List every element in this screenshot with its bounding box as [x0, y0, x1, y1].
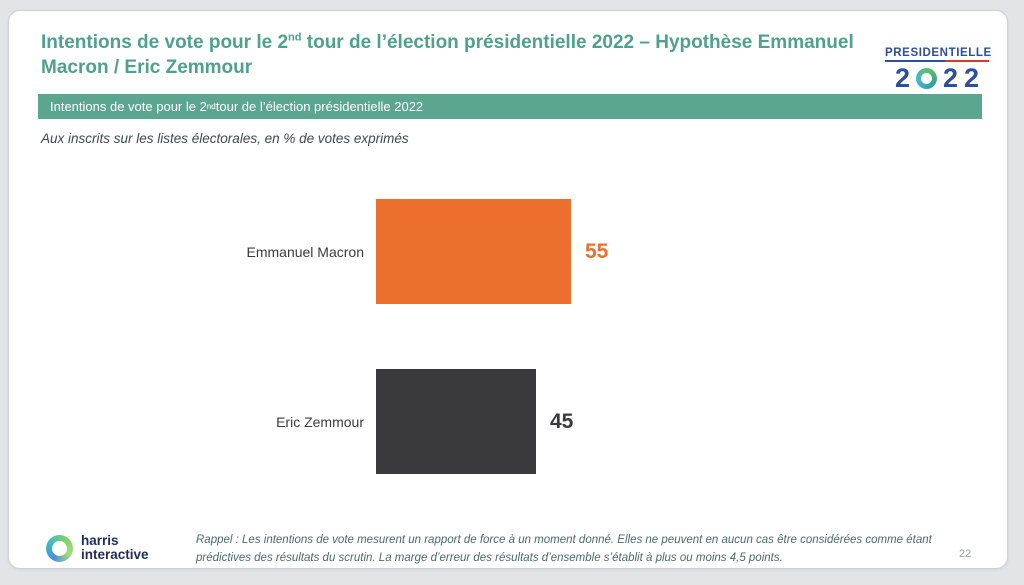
title-text-part2: tour de l’élection présidentielle 2022 –… — [41, 32, 854, 79]
year-digit: 2 — [942, 63, 959, 93]
chart-subtitle: Aux inscrits sur les listes électorales,… — [41, 131, 409, 146]
banner-text-part1: Intentions de vote pour le 2 — [50, 99, 207, 114]
bar-label-zemmour: Eric Zemmour — [276, 413, 364, 430]
bar-value: 55 — [585, 239, 609, 263]
presidentielle-2022-logo: PRESIDENTIELLE 2 2 2 — [885, 47, 992, 92]
presidentielle-logo-underline — [885, 60, 989, 62]
year-zero-ring-icon — [915, 68, 937, 89]
harris-logo-line2: interactive — [81, 547, 149, 563]
harris-logo-line1: harris — [81, 533, 119, 548]
year-digit: 2 — [894, 63, 910, 93]
bar-label-macron: Emmanuel Macron — [246, 243, 365, 260]
bar — [376, 369, 536, 474]
page-title: Intentions de vote pour le 2nd tour de l… — [41, 30, 859, 80]
presidentielle-logo-word: PRESIDENTIELLE — [885, 47, 992, 59]
year-digit: 2 — [964, 63, 980, 93]
presidentielle-logo-year: 2 2 2 — [885, 65, 989, 92]
harris-interactive-logo: harris interactive — [46, 533, 149, 563]
footnote-text: Rappel : Les intentions de vote mesurent… — [196, 534, 932, 564]
title-text-part1: Intentions de vote pour le 2 — [41, 32, 289, 53]
underline-red-segment — [945, 60, 989, 62]
bar-row: Emmanuel Macron 55 — [9, 199, 1007, 304]
underline-blue-segment — [885, 60, 946, 62]
bar-row: Eric Zemmour 45 — [9, 369, 1007, 474]
page-number: 22 — [959, 548, 972, 560]
harris-ring-icon — [46, 534, 73, 562]
title-superscript: nd — [288, 31, 302, 44]
banner-text-part2: tour de l’élection présidentielle 2022 — [215, 99, 424, 114]
harris-logo-text: harris interactive — [81, 533, 149, 563]
bar-value: 45 — [550, 409, 574, 433]
bar — [376, 199, 571, 304]
banner-superscript: nd — [206, 102, 216, 111]
slide-page: Intentions de vote pour le 2nd tour de l… — [8, 10, 1008, 569]
